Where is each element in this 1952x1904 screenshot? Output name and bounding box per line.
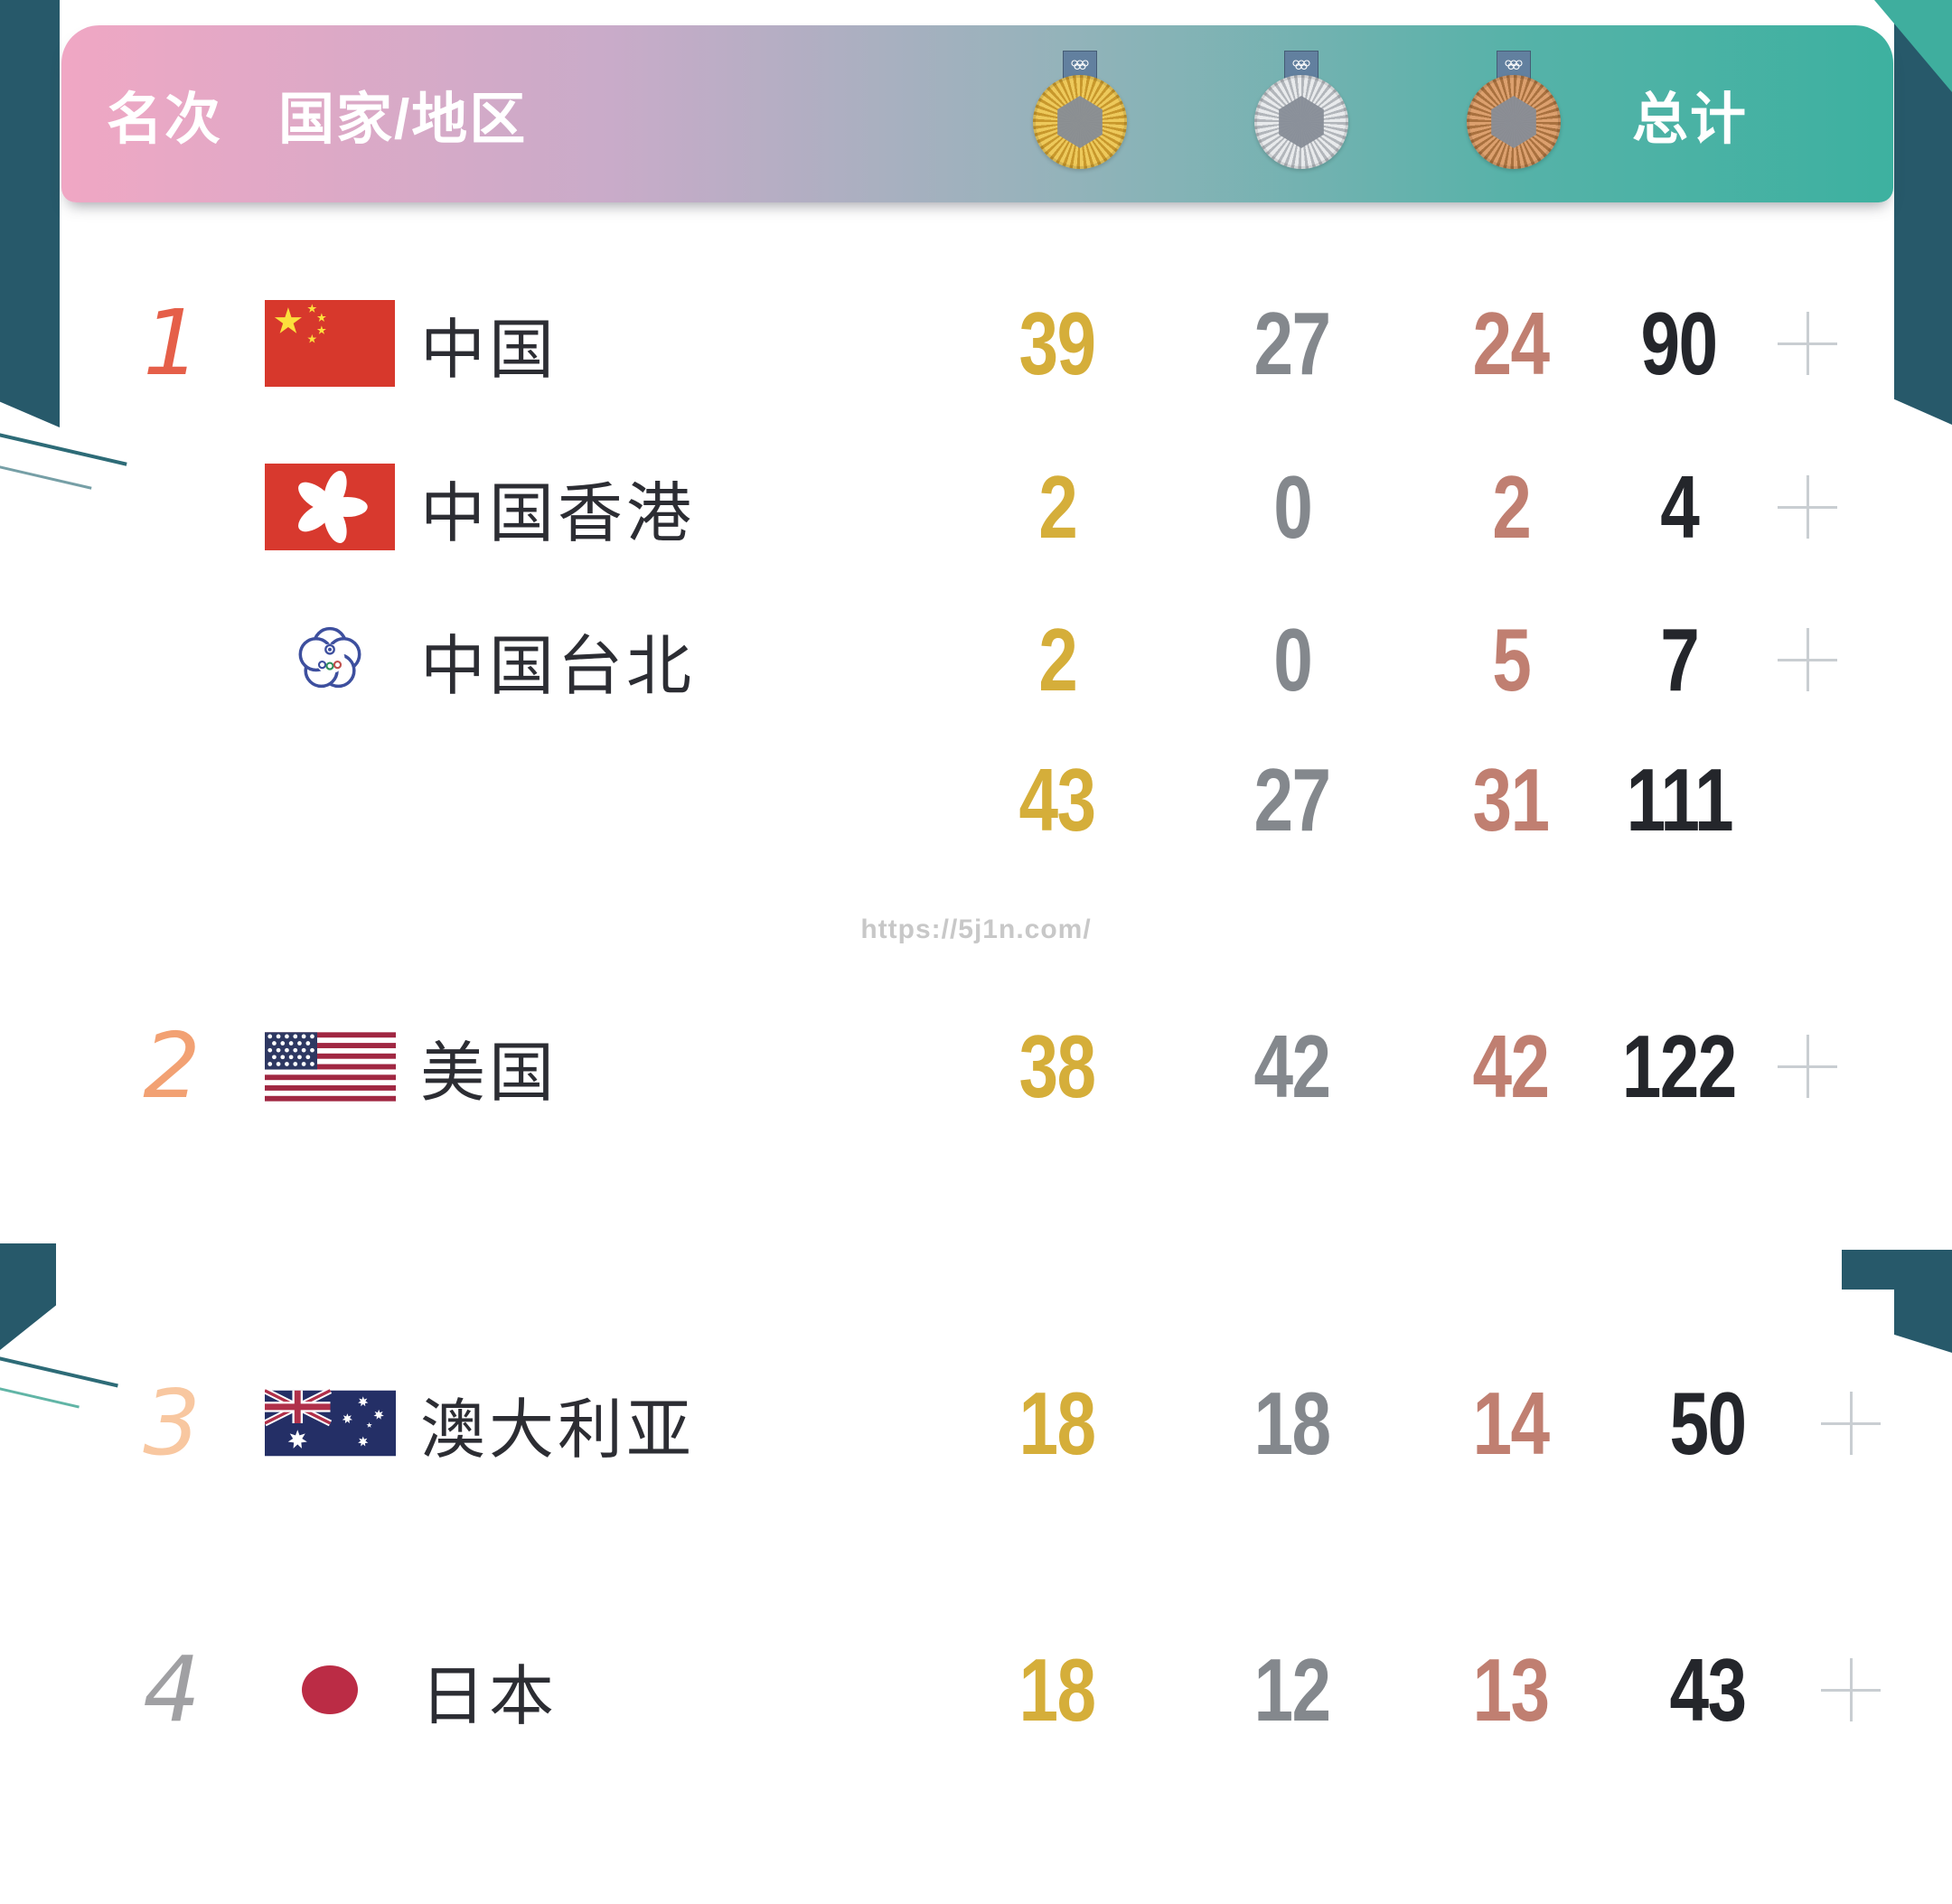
expand-plus-icon[interactable] (1821, 1658, 1881, 1721)
table-header: 名次 国家/地区 (61, 25, 1893, 202)
bronze-count: 24 (1472, 294, 1551, 393)
total-count: 43 (1669, 1640, 1748, 1740)
gold-count: 2 (1037, 610, 1078, 709)
medal-row-chinese-taipei[interactable]: 中国台北 2 0 5 7 (0, 601, 1952, 718)
medal-row-china[interactable]: 1 中国 39 27 24 90 (0, 271, 1952, 416)
silver-medal-icon (1247, 51, 1356, 169)
mid-right-teal-bar (1842, 1250, 1952, 1290)
silver-count: 0 (1272, 610, 1313, 709)
total-subtotal: 111 (1626, 750, 1733, 849)
country-name: 日本 (420, 1660, 558, 1733)
expand-plus-icon[interactable] (1821, 1392, 1881, 1455)
bronze-medal-icon (1459, 51, 1568, 169)
gold-count: 18 (1018, 1640, 1097, 1740)
country-name: 中国 (420, 314, 558, 387)
mid-right-teal-block (1894, 1288, 1952, 1353)
gold-count: 39 (1018, 294, 1097, 393)
expand-plus-icon[interactable] (1778, 628, 1837, 691)
usa-flag-icon (258, 994, 402, 1139)
australia-flag-icon (258, 1351, 402, 1496)
gold-subtotal: 43 (1018, 750, 1097, 849)
silver-count: 12 (1253, 1640, 1332, 1740)
top-left-teal-shape (0, 0, 60, 427)
total-count: 122 (1621, 1017, 1738, 1116)
silver-count: 0 (1272, 457, 1313, 557)
rank-column-label: 名次 (107, 89, 223, 151)
japan-flag-icon (258, 1618, 402, 1762)
expand-plus-icon[interactable] (1778, 312, 1837, 375)
bronze-subtotal: 31 (1472, 750, 1551, 849)
rank-number: 1 (143, 290, 201, 396)
total-count: 50 (1669, 1374, 1748, 1473)
medal-ribbon-tab (1497, 51, 1531, 80)
bronze-count: 5 (1491, 610, 1532, 709)
medal-ribbon-tab (1284, 51, 1319, 80)
gold-medal-icon (1026, 51, 1134, 169)
total-column-label: 总计 (1631, 89, 1748, 151)
rank-number: 4 (143, 1637, 201, 1742)
silver-count: 42 (1253, 1017, 1332, 1116)
gold-count: 18 (1018, 1374, 1097, 1473)
subtotal-row: 43 27 31 111 (0, 741, 1952, 858)
silver-subtotal: 27 (1253, 750, 1332, 849)
medal-row-japan[interactable]: 4 日本 18 12 13 43 (0, 1618, 1952, 1762)
watermark-url: https://5j1n.com/ (860, 914, 1092, 944)
total-count: 90 (1640, 294, 1719, 393)
country-name: 中国香港 (420, 477, 696, 550)
bronze-count: 42 (1472, 1017, 1551, 1116)
expand-plus-icon[interactable] (1778, 1035, 1837, 1098)
gold-count: 2 (1037, 457, 1078, 557)
total-count: 7 (1659, 610, 1700, 709)
country-name: 中国台北 (420, 630, 696, 703)
medal-row-hong-kong[interactable]: 中国香港 2 0 2 4 (0, 448, 1952, 566)
chinese-taipei-emblem-icon (258, 601, 402, 718)
medal-row-australia[interactable]: 3 澳大利亚 18 18 14 50 (0, 1351, 1952, 1496)
hong-kong-flag-icon (258, 448, 402, 566)
bronze-count: 2 (1491, 457, 1532, 557)
medal-row-usa[interactable]: 2 美国 38 42 42 122 (0, 994, 1952, 1139)
rank-number: 3 (143, 1370, 201, 1476)
silver-count: 18 (1253, 1374, 1332, 1473)
silver-count: 27 (1253, 294, 1332, 393)
expand-plus-icon[interactable] (1778, 475, 1837, 539)
mid-left-teal-shape (0, 1243, 56, 1350)
bronze-count: 13 (1472, 1640, 1551, 1740)
rank-number: 2 (143, 1013, 201, 1119)
country-name: 美国 (420, 1036, 558, 1110)
total-count: 4 (1659, 457, 1700, 557)
bronze-count: 14 (1472, 1374, 1551, 1473)
gold-count: 38 (1018, 1017, 1097, 1116)
china-flag-icon (258, 271, 402, 416)
country-column-label: 国家/地区 (278, 89, 528, 151)
country-name: 澳大利亚 (420, 1393, 696, 1467)
